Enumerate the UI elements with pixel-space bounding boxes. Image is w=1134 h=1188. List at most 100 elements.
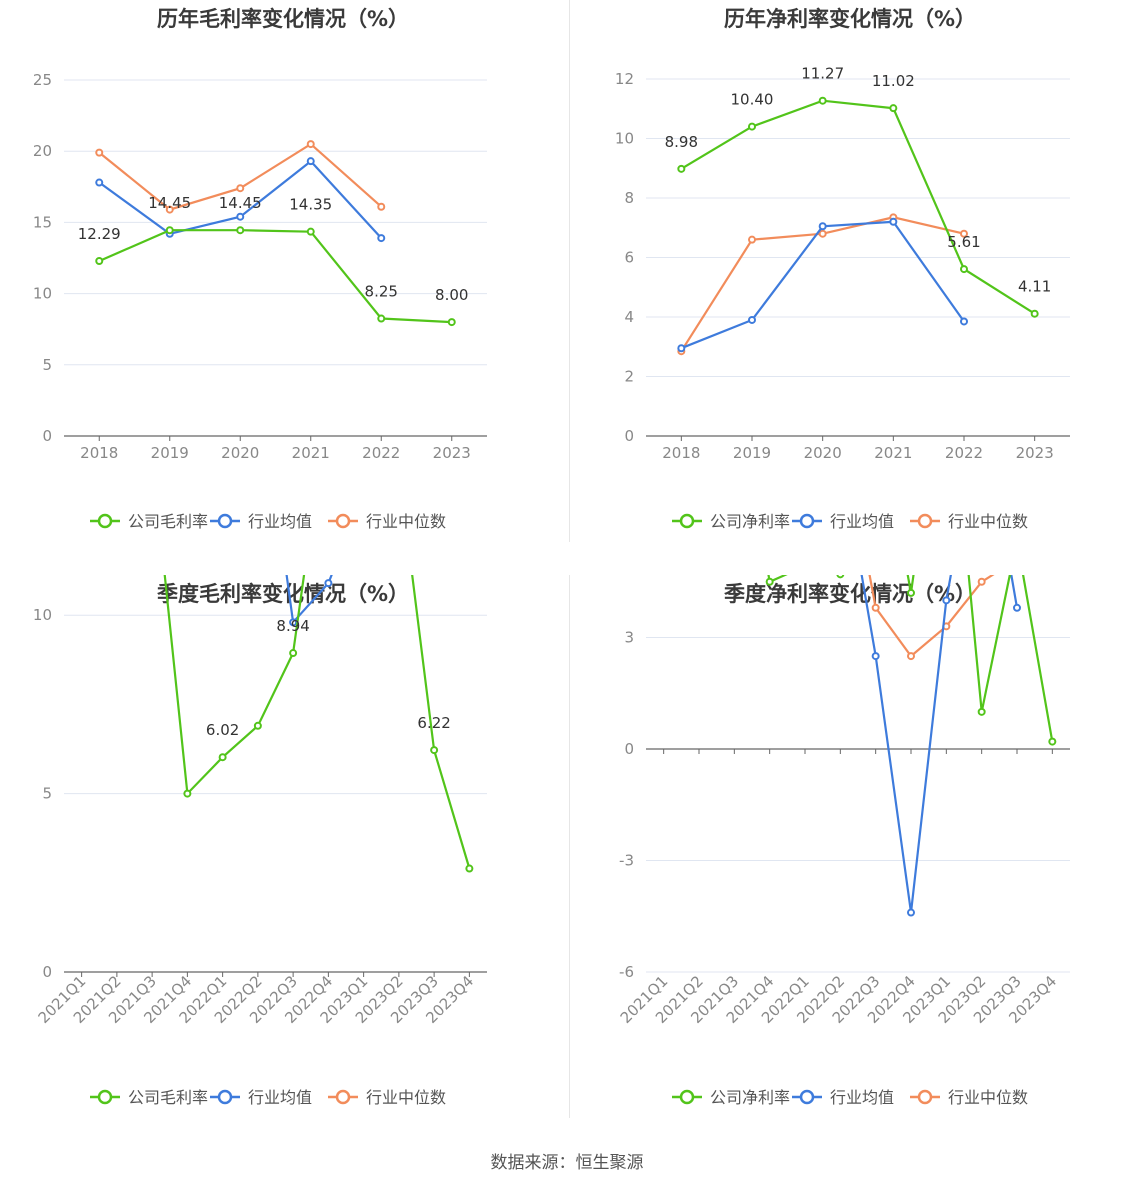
data-point [377, 314, 386, 323]
legend-label: 行业中位数 [366, 1088, 446, 1107]
data-point [183, 789, 192, 798]
data-label: 12.29 [78, 225, 121, 243]
data-point [95, 178, 104, 187]
legend-item[interactable]: 行业均值 [792, 512, 894, 531]
chart-title: 季度净利率变化情况（%） [724, 582, 976, 606]
x-tick-label: 2019 [733, 444, 771, 462]
legend-item[interactable]: 行业中位数 [910, 1088, 1028, 1107]
data-point [236, 226, 245, 235]
y-tick-label: 15 [33, 213, 52, 231]
data-point [95, 256, 104, 265]
x-tick-label: 2021 [874, 444, 912, 462]
data-point [942, 596, 951, 605]
data-point [960, 229, 968, 238]
data-point [324, 579, 333, 588]
data-point [677, 344, 686, 353]
legend-item[interactable]: 公司毛利率 [90, 512, 208, 531]
data-point [165, 205, 174, 214]
series-line-2 [868, 575, 995, 658]
data-label: 10.40 [731, 91, 774, 109]
x-tick-label: 2018 [662, 444, 700, 462]
data-point [306, 157, 315, 166]
x-tick-label: 2022 [945, 444, 983, 462]
y-tick-label: 10 [615, 130, 634, 148]
data-label: 8.00 [435, 286, 468, 304]
data-point [236, 212, 245, 221]
data-point [447, 318, 456, 327]
y-tick-label: 20 [33, 142, 52, 160]
legend-label: 行业均值 [830, 1088, 894, 1107]
data-point [748, 122, 756, 131]
data-label: 6.02 [206, 721, 239, 739]
y-tick-label: 10 [33, 285, 52, 303]
y-tick-label: 0 [42, 427, 52, 445]
data-point [306, 140, 315, 149]
legend-item[interactable]: 行业均值 [792, 1088, 894, 1107]
x-tick-label: 2023 [1016, 444, 1054, 462]
x-tick-label: 2020 [804, 444, 842, 462]
series-line-0 [98, 229, 452, 324]
legend-label: 行业均值 [248, 512, 312, 531]
legend-item[interactable]: 行业中位数 [328, 512, 446, 531]
legend-item[interactable]: 行业均值 [210, 1088, 312, 1107]
data-label: 14.45 [219, 194, 262, 212]
legend-item[interactable]: 公司净利率 [672, 512, 790, 531]
data-point [1013, 603, 1021, 612]
y-tick-label: 3 [624, 629, 634, 647]
chart-panel-quarterly-net-margin: 季度净利率变化情况（%）-6-303691215182021Q12021Q220… [567, 575, 1134, 1150]
data-point [765, 577, 774, 586]
chart-title: 历年毛利率变化情况（%） [157, 7, 409, 31]
legend-marker-icon [917, 513, 933, 529]
legend-label: 行业均值 [830, 512, 894, 531]
data-source-footer: 数据来源：恒生聚源 [490, 1153, 644, 1173]
legend-item[interactable]: 行业中位数 [910, 512, 1028, 531]
data-point [960, 317, 968, 326]
legend-marker-icon [799, 1089, 815, 1105]
data-point [95, 148, 104, 157]
data-label: 8.94 [276, 617, 309, 635]
y-tick-label: 5 [42, 785, 52, 803]
data-point [889, 217, 898, 226]
chart-annual-net-margin: 历年净利率变化情况（%） 0 2 4 6 8 10 12 2018 2019 2020 2021 202… [615, 7, 1070, 531]
chart-quarterly-net-margin: 季度净利率变化情况（%）-6-303691215182021Q12021Q220… [617, 575, 1070, 1107]
chart-quarterly-gross-margin: 季度毛利率变化情况（%）05101520252021Q12021Q22021Q3… [33, 575, 487, 1107]
legend-item[interactable]: 公司净利率 [672, 1088, 790, 1107]
y-tick-label: 10 [33, 606, 52, 624]
y-tick-label: 0 [42, 963, 52, 981]
data-point [289, 649, 298, 658]
panel-divider-bottom [569, 575, 570, 1118]
data-point [818, 96, 827, 105]
data-point [218, 753, 227, 762]
legend-label: 行业中位数 [948, 1088, 1028, 1107]
data-label: 8.98 [665, 133, 698, 151]
data-point [377, 234, 386, 243]
y-tick-label: 2 [624, 368, 634, 386]
legend-marker-icon [217, 513, 233, 529]
chart-title: 季度毛利率变化情况（%） [157, 582, 409, 606]
legend-marker-icon [335, 1089, 351, 1105]
y-tick-label: -6 [619, 963, 634, 981]
y-tick-label: 0 [624, 427, 634, 445]
data-label: 11.27 [801, 65, 844, 83]
data-point [306, 227, 315, 236]
data-label: 5.61 [947, 233, 980, 251]
legend-label: 公司净利率 [710, 512, 790, 531]
y-tick-label: 8 [624, 189, 634, 207]
legend-marker-icon [217, 1089, 233, 1105]
y-tick-label: 6 [624, 249, 634, 267]
data-point [430, 746, 439, 755]
data-point [165, 226, 174, 235]
x-tick-label: 2020 [221, 444, 259, 462]
legend-marker-icon [97, 513, 113, 529]
legend-item[interactable]: 行业均值 [210, 512, 312, 531]
data-point [377, 202, 386, 211]
data-point [977, 707, 986, 716]
data-point [836, 575, 845, 579]
data-point [871, 652, 880, 661]
x-tick-label: 2019 [151, 444, 189, 462]
legend-item[interactable]: 行业中位数 [328, 1088, 446, 1107]
data-label: 14.45 [148, 194, 191, 212]
data-label: 14.35 [289, 196, 332, 214]
legend-item[interactable]: 公司毛利率 [90, 1088, 208, 1107]
chart-panel-annual-gross-margin: 历年毛利率变化情况（%） 0 5 10 15 20 25 2018 2019 2020 2021 20… [0, 0, 567, 575]
